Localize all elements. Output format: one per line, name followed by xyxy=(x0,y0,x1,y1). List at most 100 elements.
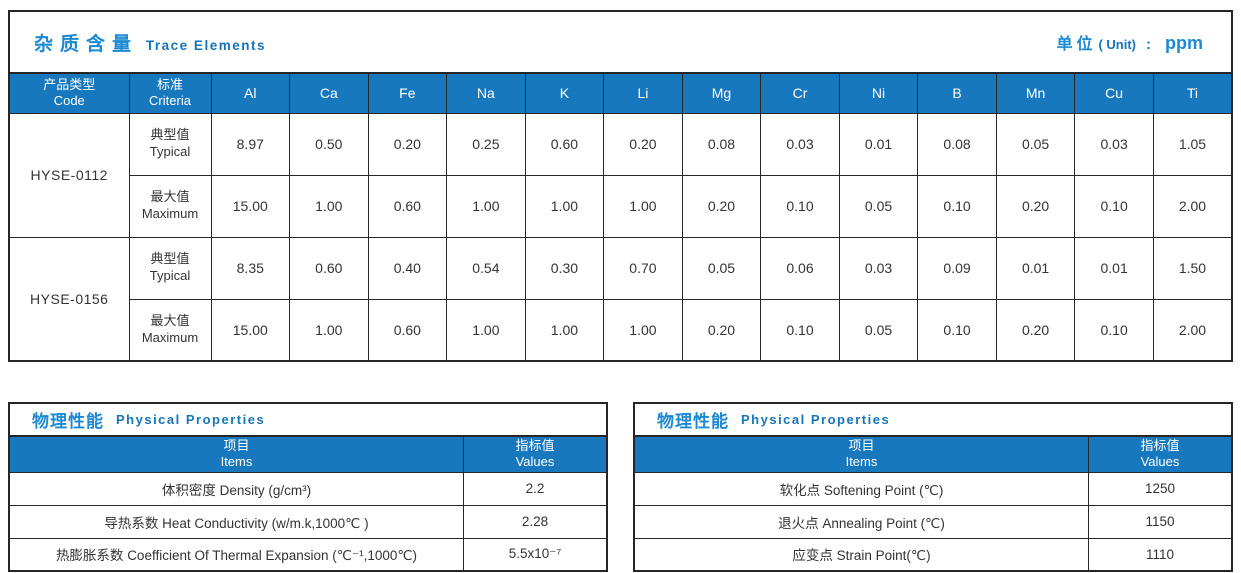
phys-item-cell: 导热系数 Heat Conductivity (w/m.k,1000℃ ) xyxy=(8,504,464,539)
trace-value-cell: 1.00 xyxy=(446,298,526,362)
trace-value-cell: 1.00 xyxy=(289,174,369,238)
items-header-zh: 项目 xyxy=(848,438,875,453)
criteria-column-header: 标准 Criteria xyxy=(128,72,212,114)
trace-value-cell: 0.01 xyxy=(1074,236,1154,300)
trace-value-cell: 1.00 xyxy=(603,298,683,362)
trace-value-cell: 0.60 xyxy=(367,298,448,362)
trace-value-cell: 0.01 xyxy=(838,112,919,176)
phys-value-cell: 1250 xyxy=(1087,471,1233,506)
values-header-en: Values xyxy=(515,454,555,470)
criteria-maximum-cell: 最大值 Maximum xyxy=(128,174,212,238)
table-row: HYSE-0112 典型值 Typical 8.97 0.50 0.20 0.2… xyxy=(8,112,1233,238)
unit-value: ppm xyxy=(1165,33,1203,53)
items-column-header: 项目 Items xyxy=(8,435,464,473)
trace-value-cell: 15.00 xyxy=(210,298,291,362)
criteria-label-en: Maximum xyxy=(141,329,199,345)
criteria-header-zh: 标准 xyxy=(156,77,183,92)
phys-title-row: 物理性能 Physical Properties xyxy=(8,402,608,437)
trace-section-title: 杂质含量 Trace Elements xyxy=(34,29,266,56)
values-header-zh: 指标值 xyxy=(515,438,555,453)
trace-value-cell: 0.20 xyxy=(681,174,762,238)
phys-title-row: 物理性能 Physical Properties xyxy=(633,402,1233,437)
trace-value-cell: 0.10 xyxy=(917,298,997,362)
trace-value-cell: 2.00 xyxy=(1152,174,1233,238)
trace-value-cell: 0.01 xyxy=(995,236,1076,300)
trace-value-cell: 8.97 xyxy=(210,112,291,176)
element-header-ca: Ca xyxy=(289,72,369,114)
trace-value-cell: 0.05 xyxy=(681,236,762,300)
trace-value-cell: 2.00 xyxy=(1152,298,1233,362)
trace-value-cell: 0.40 xyxy=(367,236,448,300)
element-header-b: B xyxy=(917,72,997,114)
phys-item-cell: 体积密度 Density (g/cm³) xyxy=(8,471,464,506)
values-column-header: 指标值 Values xyxy=(1087,435,1233,473)
table-row: 退火点 Annealing Point (℃) 1150 xyxy=(633,504,1233,539)
trace-value-cell: 0.20 xyxy=(681,298,762,362)
table-row: HYSE-0156 典型值 Typical 8.35 0.60 0.40 0.5… xyxy=(8,236,1233,362)
physical-properties-table-right: 物理性能 Physical Properties 项目 Items 指标值 Va… xyxy=(633,402,1233,572)
phys-value-cell: 1150 xyxy=(1087,504,1233,539)
table-row: 体积密度 Density (g/cm³) 2.2 xyxy=(8,471,608,506)
phys-value-cell: 1110 xyxy=(1087,537,1233,572)
element-header-na: Na xyxy=(446,72,526,114)
element-header-li: Li xyxy=(603,72,683,114)
phys-left-title-zh: 物理性能 xyxy=(32,412,104,431)
criteria-label-zh: 典型值 xyxy=(150,127,190,143)
trace-value-cell: 0.06 xyxy=(760,236,840,300)
element-header-mn: Mn xyxy=(995,72,1076,114)
trace-value-cell: 0.25 xyxy=(446,112,526,176)
trace-title-cell: 杂质含量 Trace Elements 单位 ( Unit) : ppm xyxy=(8,10,1233,74)
trace-value-cell: 15.00 xyxy=(210,174,291,238)
criteria-label-zh: 典型值 xyxy=(150,251,190,267)
product-code-hyse-0112: HYSE-0112 xyxy=(8,112,130,238)
trace-header-row: 产品类型 Code 标准 Criteria Al Ca Fe Na K Li M… xyxy=(8,72,1233,114)
trace-value-cell: 0.20 xyxy=(995,298,1076,362)
phys-item-cell: 热膨胀系数 Coefficient Of Thermal Expansion (… xyxy=(8,537,464,572)
trace-value-cell: 0.09 xyxy=(917,236,997,300)
trace-value-cell: 0.30 xyxy=(524,236,605,300)
items-header-zh: 项目 xyxy=(223,438,250,453)
phys-header-row: 项目 Items 指标值 Values xyxy=(633,435,1233,473)
phys-title-cell: 物理性能 Physical Properties xyxy=(633,402,1233,437)
code-column-header: 产品类型 Code xyxy=(8,72,130,114)
table-row: 应变点 Strain Point(℃) 1110 xyxy=(633,537,1233,572)
items-header-en: Items xyxy=(845,454,878,470)
phys-item-cell: 软化点 Softening Point (℃) xyxy=(633,471,1089,506)
trace-title-zh: 杂质含量 xyxy=(34,33,139,55)
element-header-mg: Mg xyxy=(681,72,762,114)
trace-value-cell: 0.08 xyxy=(681,112,762,176)
values-column-header: 指标值 Values xyxy=(462,435,608,473)
items-header-en: Items xyxy=(220,454,253,470)
criteria-label-en: Typical xyxy=(149,144,191,159)
table-row: 热膨胀系数 Coefficient Of Thermal Expansion (… xyxy=(8,537,608,572)
phys-title-cell: 物理性能 Physical Properties xyxy=(8,402,608,437)
trace-value-cell: 0.60 xyxy=(524,112,605,176)
trace-value-cell: 1.00 xyxy=(289,298,369,362)
trace-value-cell: 8.35 xyxy=(210,236,291,300)
trace-value-cell: 0.10 xyxy=(1074,174,1154,238)
phys-item-cell: 应变点 Strain Point(℃) xyxy=(633,537,1089,572)
phys-right-title-zh: 物理性能 xyxy=(657,412,729,431)
phys-value-cell: 5.5x10⁻⁷ xyxy=(462,537,608,572)
table-row: 软化点 Softening Point (℃) 1250 xyxy=(633,471,1233,506)
phys-value-cell: 2.28 xyxy=(462,504,608,539)
criteria-label-zh: 最大值 xyxy=(150,189,190,205)
trace-value-cell: 1.00 xyxy=(446,174,526,238)
element-header-ni: Ni xyxy=(838,72,919,114)
phys-header-row: 项目 Items 指标值 Values xyxy=(8,435,608,473)
physical-properties-section: 物理性能 Physical Properties 项目 Items 指标值 Va… xyxy=(8,402,1233,572)
criteria-label-zh: 最大值 xyxy=(150,312,190,328)
trace-title-en: Trace Elements xyxy=(145,37,266,53)
unit-en: ( Unit) xyxy=(1098,37,1136,52)
criteria-typical-cell: 典型值 Typical xyxy=(128,112,212,176)
trace-value-cell: 0.50 xyxy=(289,112,369,176)
unit-zh: 单位 xyxy=(1056,36,1097,53)
trace-value-cell: 0.08 xyxy=(917,112,997,176)
criteria-maximum-cell: 最大值 Maximum xyxy=(128,298,212,362)
table-row: 最大值 Maximum 15.00 1.00 0.60 1.00 1.00 1.… xyxy=(9,298,1233,362)
trace-value-cell: 0.10 xyxy=(760,174,840,238)
unit-label: 单位 ( Unit) : ppm xyxy=(1056,30,1203,54)
trace-value-cell: 0.10 xyxy=(1074,298,1154,362)
trace-value-cell: 0.20 xyxy=(995,174,1076,238)
